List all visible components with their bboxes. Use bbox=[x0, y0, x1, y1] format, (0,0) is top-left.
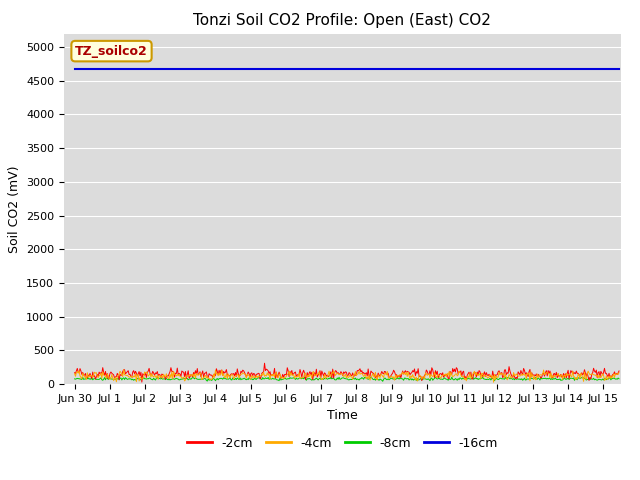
X-axis label: Time: Time bbox=[327, 409, 358, 422]
Y-axis label: Soil CO2 (mV): Soil CO2 (mV) bbox=[8, 165, 20, 252]
Title: Tonzi Soil CO2 Profile: Open (East) CO2: Tonzi Soil CO2 Profile: Open (East) CO2 bbox=[193, 13, 492, 28]
Legend: -2cm, -4cm, -8cm, -16cm: -2cm, -4cm, -8cm, -16cm bbox=[182, 432, 503, 455]
Text: TZ_soilco2: TZ_soilco2 bbox=[75, 45, 148, 58]
